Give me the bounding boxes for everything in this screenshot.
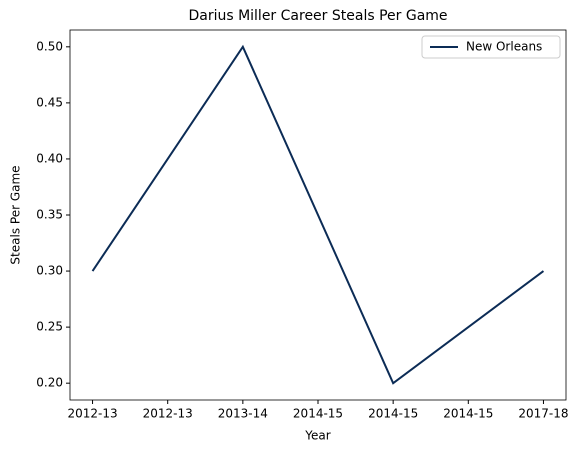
y-tick-label: 0.40 (36, 151, 63, 165)
line (91, 44, 545, 385)
x-tick-label: 2012-13 (143, 407, 193, 421)
x-tick-label: 2013-14 (218, 407, 268, 421)
chart-title: Darius Miller Career Steals Per Game (188, 8, 447, 24)
x-tick-label: 2014-15 (443, 407, 493, 421)
legend-label: New Orleans (466, 40, 542, 54)
legend-box (421, 35, 561, 59)
y-tick-label: 0.20 (36, 376, 63, 390)
x-tick-label: 2012-13 (67, 407, 117, 421)
y-tick-label: 0.45 (36, 95, 63, 109)
x-tick-label: 2017-18 (518, 407, 568, 421)
y-axis-label: Steals Per Game (9, 165, 23, 264)
x-tick-label: 2014-15 (368, 407, 418, 421)
x-tick-label: 2014-15 (293, 407, 343, 421)
y-tick-label: 0.25 (36, 320, 63, 334)
y-tick-label: 0.50 (36, 39, 63, 53)
y-tick-label: 0.35 (36, 208, 63, 222)
y-tick-label: 0.30 (36, 264, 63, 278)
plot-frame (69, 29, 567, 401)
x-axis-label: Year (304, 429, 330, 443)
